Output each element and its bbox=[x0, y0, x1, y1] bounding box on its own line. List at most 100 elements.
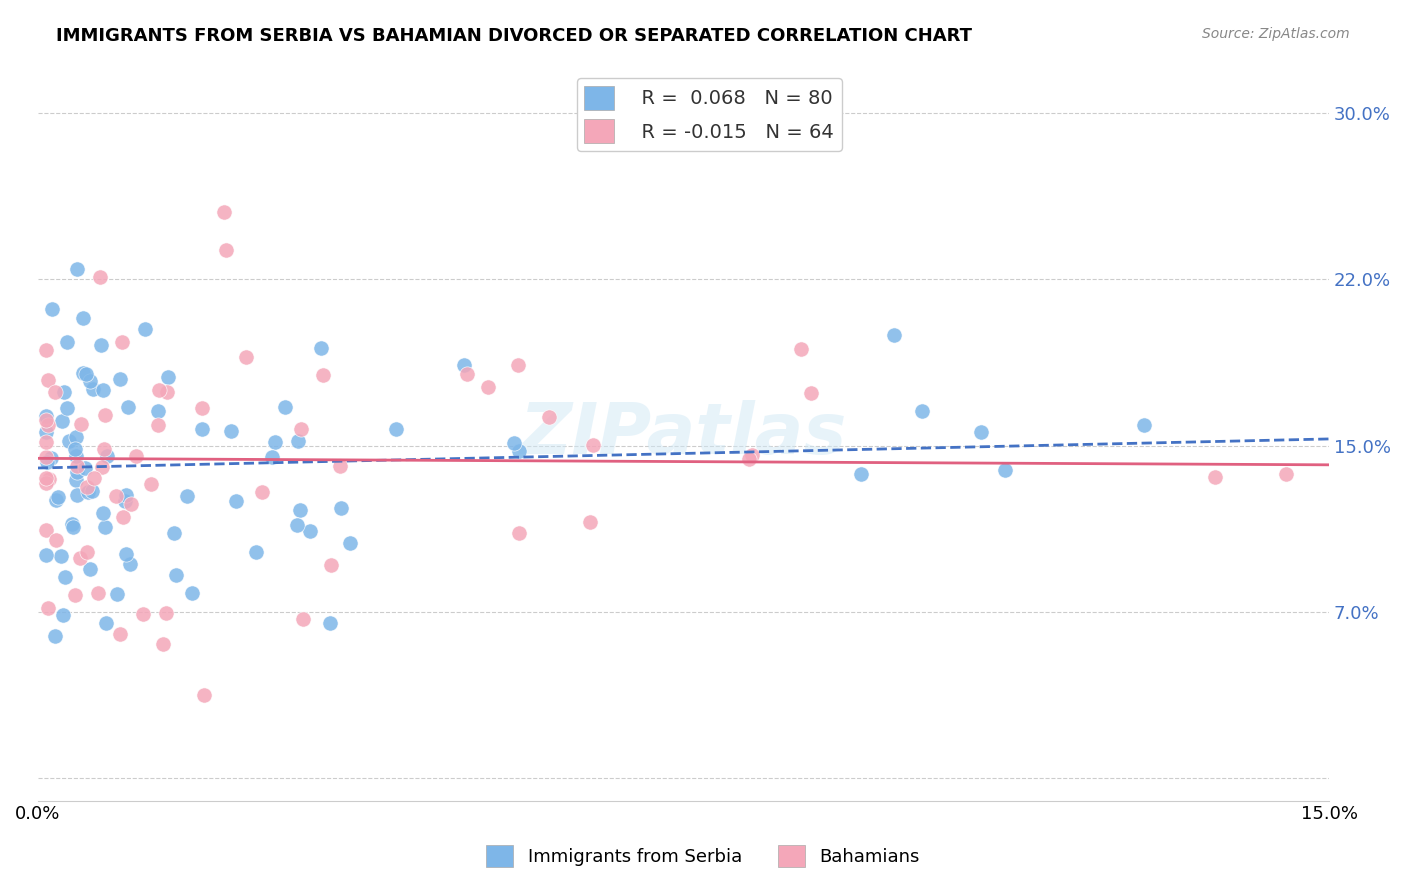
Point bbox=[66, 458, 89, 473]
Point bbox=[163, 525, 186, 540]
Point bbox=[132, 607, 155, 621]
Point bbox=[911, 404, 934, 418]
Point bbox=[35, 476, 58, 491]
Point bbox=[125, 449, 148, 463]
Point bbox=[93, 442, 115, 456]
Point bbox=[502, 435, 524, 450]
Point bbox=[91, 506, 114, 520]
Point bbox=[298, 524, 321, 538]
Point bbox=[110, 334, 132, 349]
Point bbox=[115, 547, 138, 561]
Point bbox=[115, 488, 138, 502]
Point bbox=[35, 450, 58, 464]
Point bbox=[1204, 470, 1226, 484]
Legend: Immigrants from Serbia, Bahamians: Immigrants from Serbia, Bahamians bbox=[479, 838, 927, 874]
Point bbox=[65, 450, 87, 464]
Point bbox=[148, 384, 170, 398]
Point bbox=[76, 545, 98, 559]
Text: ZIPatlas: ZIPatlas bbox=[520, 401, 846, 469]
Point bbox=[44, 384, 66, 399]
Point bbox=[741, 448, 763, 462]
Point bbox=[69, 417, 91, 431]
Point bbox=[35, 409, 58, 423]
Point bbox=[39, 451, 62, 466]
Point bbox=[35, 454, 58, 468]
Point bbox=[46, 490, 69, 504]
Point bbox=[55, 401, 77, 415]
Point bbox=[62, 520, 84, 534]
Point bbox=[146, 418, 169, 433]
Point bbox=[117, 400, 139, 414]
Point bbox=[191, 401, 214, 416]
Point bbox=[157, 370, 180, 384]
Point bbox=[292, 612, 315, 626]
Point bbox=[250, 485, 273, 500]
Point bbox=[156, 385, 179, 400]
Point bbox=[104, 489, 127, 503]
Point bbox=[51, 414, 73, 428]
Point bbox=[53, 384, 76, 399]
Point bbox=[330, 501, 353, 516]
Point bbox=[134, 322, 156, 336]
Point bbox=[621, 128, 644, 142]
Point bbox=[72, 366, 94, 380]
Point bbox=[96, 449, 118, 463]
Point bbox=[319, 558, 342, 572]
Point bbox=[35, 435, 58, 450]
Point bbox=[290, 422, 312, 436]
Point bbox=[41, 301, 63, 316]
Point bbox=[851, 467, 873, 482]
Point bbox=[1133, 417, 1156, 432]
Point bbox=[65, 473, 87, 487]
Point bbox=[120, 498, 142, 512]
Point bbox=[83, 471, 105, 485]
Point bbox=[65, 430, 87, 444]
Point bbox=[148, 404, 170, 418]
Point bbox=[274, 401, 297, 415]
Point bbox=[35, 413, 58, 427]
Point bbox=[193, 688, 215, 702]
Point bbox=[66, 261, 89, 276]
Point bbox=[152, 637, 174, 651]
Point bbox=[288, 503, 311, 517]
Point bbox=[58, 434, 80, 449]
Point bbox=[105, 587, 128, 601]
Point bbox=[89, 270, 111, 285]
Point bbox=[260, 450, 283, 464]
Point bbox=[108, 626, 131, 640]
Point bbox=[508, 526, 530, 541]
Point bbox=[80, 484, 103, 499]
Point bbox=[38, 472, 60, 486]
Point bbox=[800, 386, 823, 401]
Point bbox=[790, 342, 813, 356]
Point bbox=[91, 383, 114, 397]
Point bbox=[883, 328, 905, 343]
Point bbox=[329, 458, 352, 473]
Text: Source: ZipAtlas.com: Source: ZipAtlas.com bbox=[1202, 27, 1350, 41]
Point bbox=[264, 434, 287, 449]
Point bbox=[37, 418, 59, 433]
Point bbox=[73, 460, 96, 475]
Point bbox=[37, 373, 59, 387]
Point bbox=[75, 367, 97, 381]
Point bbox=[94, 520, 117, 534]
Point bbox=[87, 586, 110, 600]
Point bbox=[1275, 467, 1298, 481]
Point bbox=[37, 601, 59, 615]
Point bbox=[60, 516, 83, 531]
Point bbox=[312, 368, 335, 382]
Point bbox=[245, 545, 267, 559]
Point bbox=[287, 434, 309, 449]
Point bbox=[578, 516, 600, 530]
Point bbox=[112, 510, 135, 524]
Point bbox=[339, 535, 361, 549]
Point bbox=[55, 334, 77, 349]
Point bbox=[96, 616, 118, 631]
Point bbox=[318, 615, 340, 630]
Point bbox=[212, 205, 235, 219]
Point bbox=[214, 243, 236, 257]
Point bbox=[90, 338, 112, 352]
Point bbox=[52, 608, 75, 623]
Point bbox=[508, 358, 530, 372]
Point bbox=[79, 374, 101, 388]
